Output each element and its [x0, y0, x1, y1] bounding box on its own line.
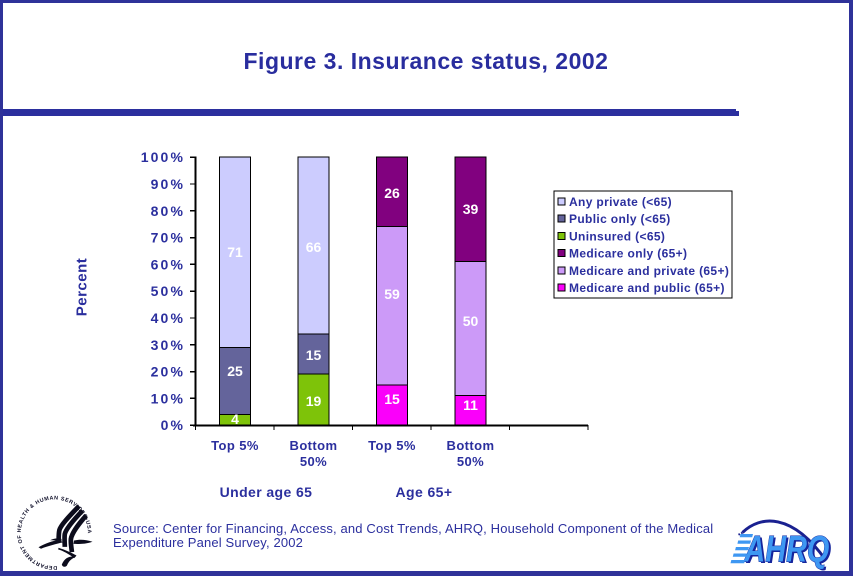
svg-text:Percent: Percent	[74, 258, 91, 317]
svg-text:50%: 50%	[457, 454, 484, 469]
svg-text:80%: 80%	[151, 203, 185, 219]
svg-text:Medicare and public (65+): Medicare and public (65+)	[569, 281, 725, 295]
svg-text:AHRQ: AHRQ	[744, 529, 830, 570]
svg-text:Medicare only (65+): Medicare only (65+)	[569, 247, 687, 261]
svg-text:25: 25	[227, 363, 243, 379]
svg-text:70%: 70%	[151, 230, 185, 246]
svg-text:50: 50	[463, 313, 479, 329]
svg-text:59: 59	[384, 286, 400, 302]
svg-text:15: 15	[306, 347, 322, 363]
svg-text:26: 26	[384, 185, 400, 201]
svg-text:11: 11	[463, 397, 478, 413]
svg-text:Medicare and private (65+): Medicare and private (65+)	[569, 264, 729, 278]
svg-text:39: 39	[463, 201, 479, 217]
svg-text:19: 19	[306, 393, 322, 409]
svg-text:DEPARTMENT OF HEALTH & HUMAN S: DEPARTMENT OF HEALTH & HUMAN SERVICES•US…	[17, 495, 92, 570]
svg-text:Age 65+: Age 65+	[396, 484, 453, 500]
svg-text:Any private (<65): Any private (<65)	[569, 195, 672, 209]
svg-text:Top 5%: Top 5%	[368, 438, 416, 453]
svg-text:4: 4	[231, 411, 239, 427]
svg-text:20%: 20%	[151, 364, 185, 380]
svg-text:Public only (<65): Public only (<65)	[569, 212, 671, 226]
svg-text:10%: 10%	[151, 390, 185, 406]
svg-text:Under age 65: Under age 65	[220, 484, 313, 500]
svg-text:30%: 30%	[151, 337, 185, 353]
svg-text:0%: 0%	[161, 417, 185, 433]
svg-text:Bottom: Bottom	[290, 438, 338, 453]
svg-text:50%: 50%	[151, 283, 185, 299]
svg-text:100%: 100%	[141, 149, 185, 165]
svg-text:40%: 40%	[151, 310, 185, 326]
svg-text:AHRQ: AHRQ	[746, 531, 832, 572]
svg-text:Bottom: Bottom	[447, 438, 495, 453]
svg-text:90%: 90%	[151, 176, 185, 192]
svg-text:66: 66	[306, 239, 322, 255]
svg-text:60%: 60%	[151, 256, 185, 272]
svg-text:71: 71	[227, 244, 243, 260]
svg-text:Uninsured (<65): Uninsured (<65)	[569, 229, 665, 243]
svg-text:15: 15	[384, 391, 400, 407]
svg-text:Top 5%: Top 5%	[211, 438, 259, 453]
svg-text:50%: 50%	[300, 454, 327, 469]
